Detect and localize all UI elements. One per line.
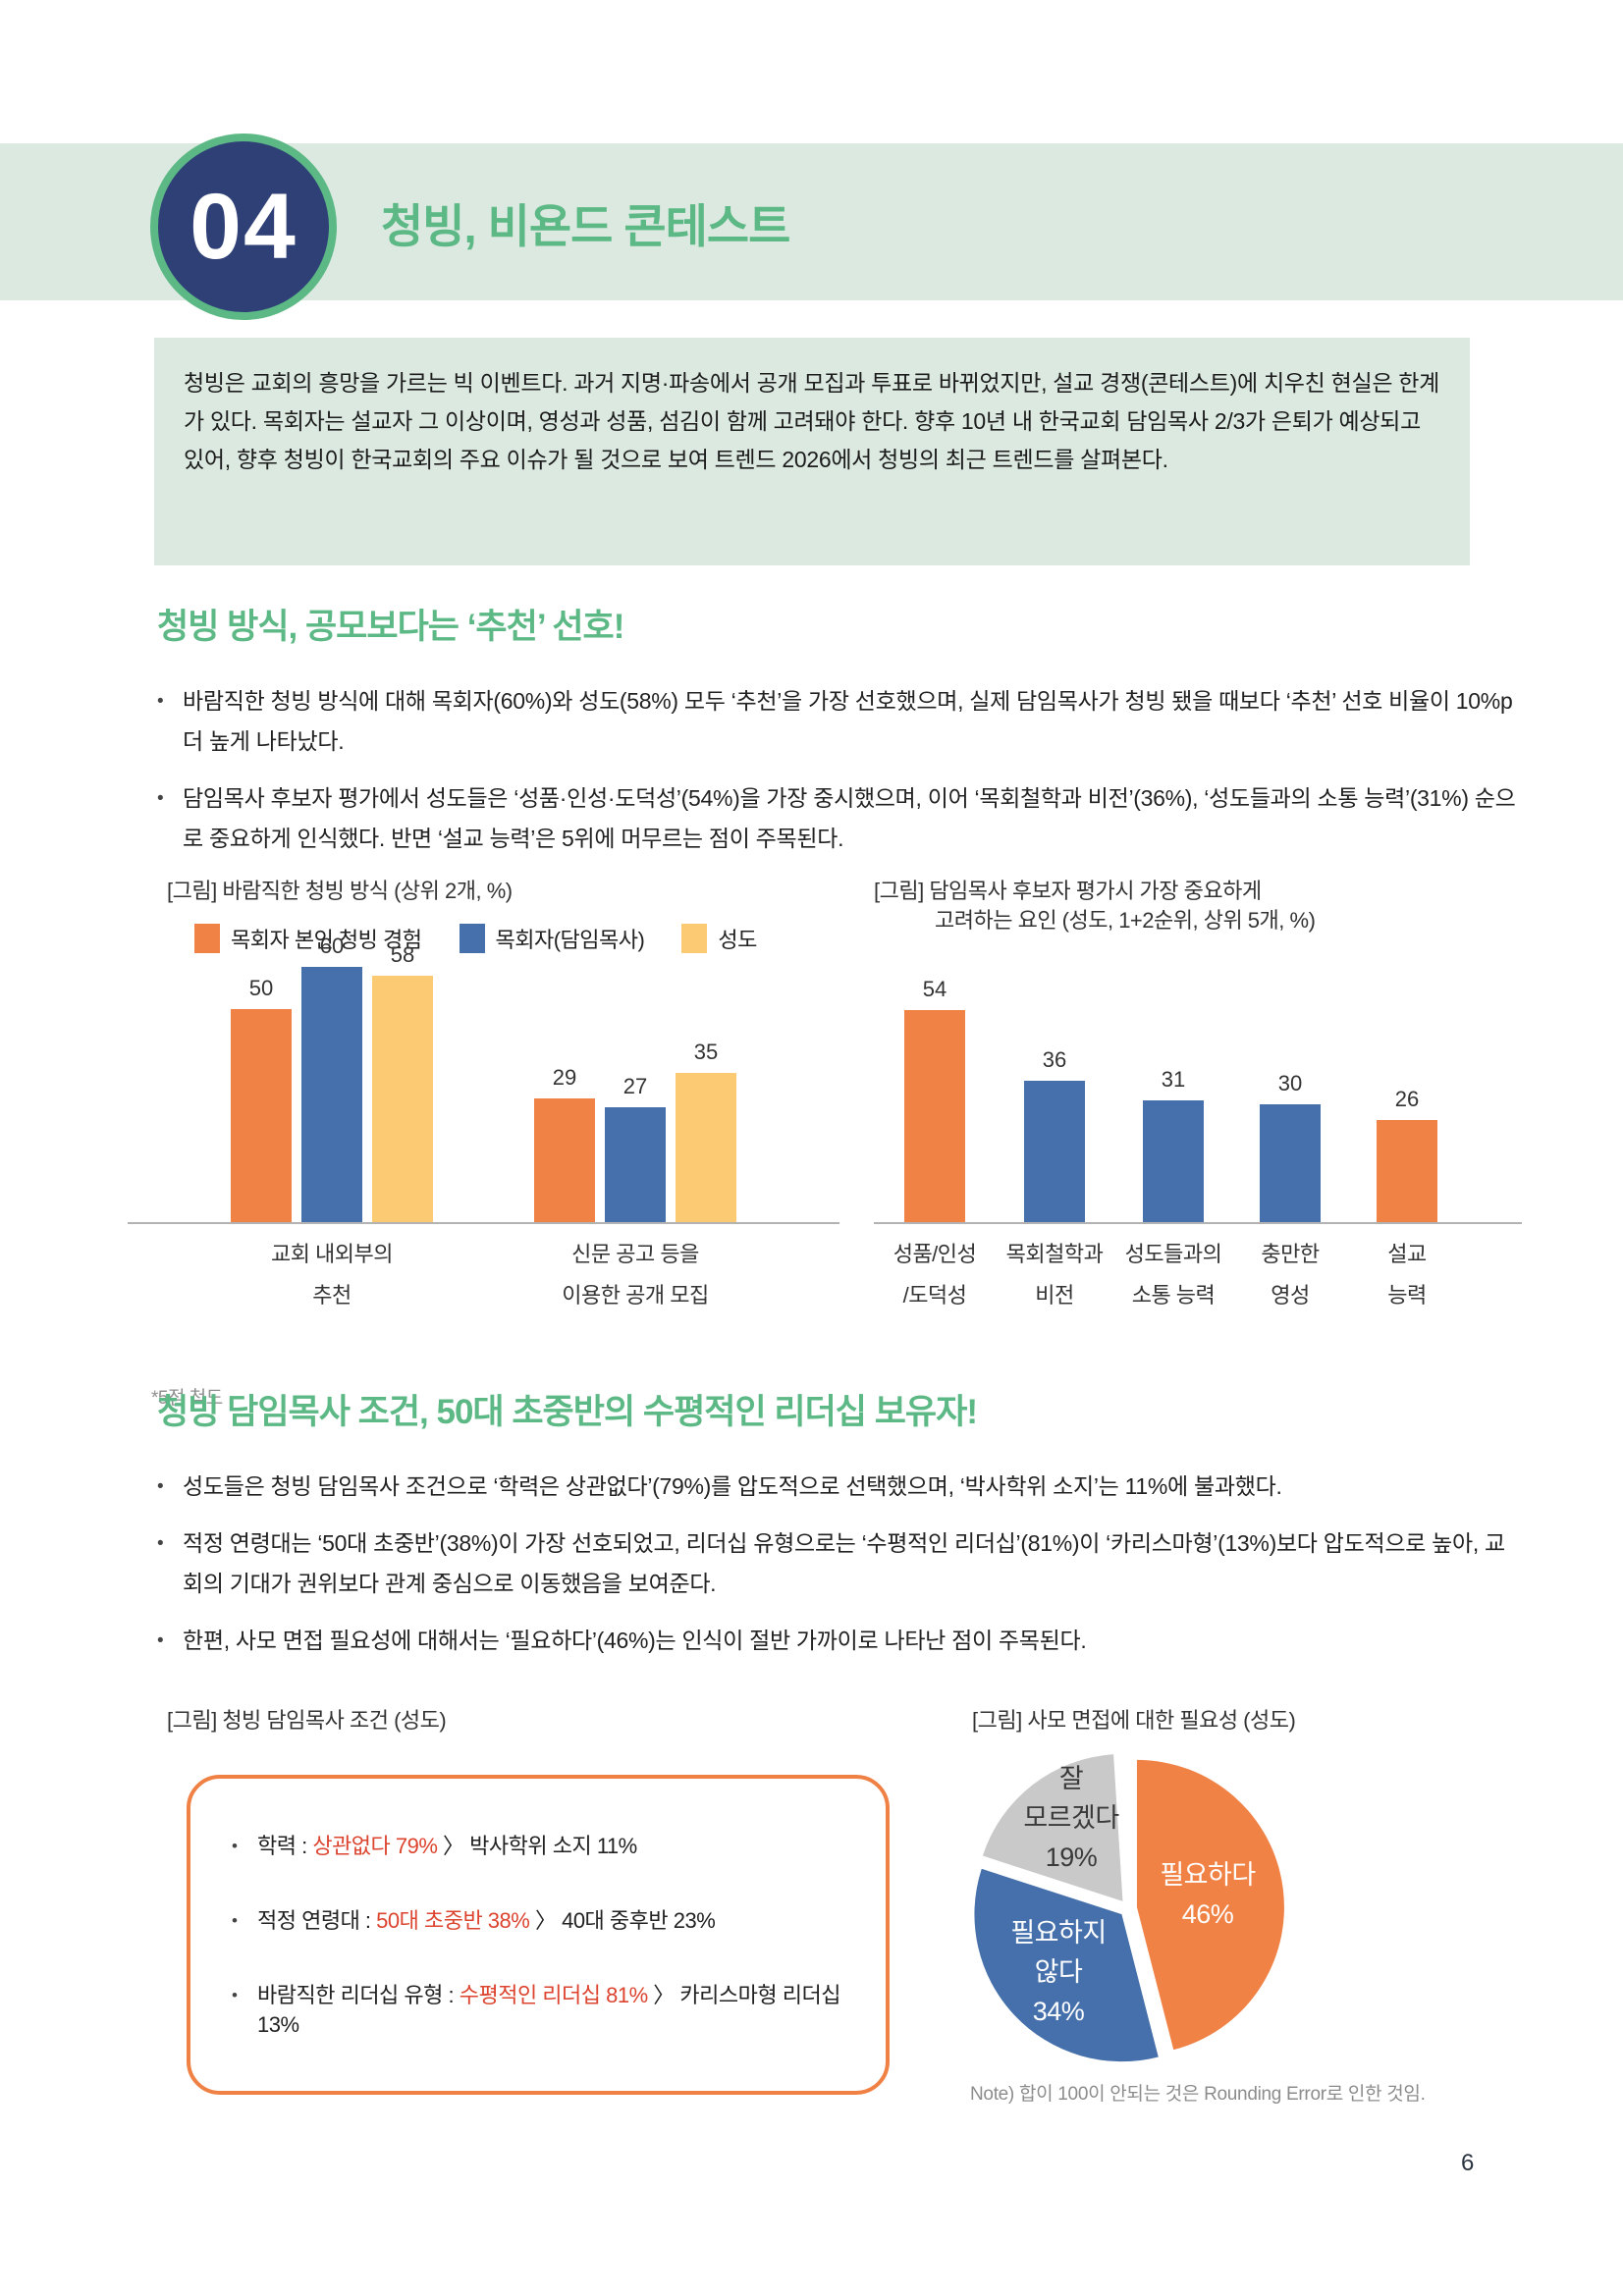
condition-suffix: 〉 40대 중후반 23%: [529, 1908, 716, 1933]
condition-suffix: 〉 박사학위 소지 11%: [437, 1834, 637, 1858]
bar: [1143, 1100, 1204, 1222]
intro-text: 청빙은 교회의 흥망을 가르는 빅 이벤트다. 과거 지명·파송에서 공개 모집…: [184, 370, 1440, 472]
intro-box: 청빙은 교회의 흥망을 가르는 빅 이벤트다. 과거 지명·파송에서 공개 모집…: [154, 338, 1470, 565]
legend-label: 성도: [718, 928, 757, 952]
condition-highlight: 상관없다 79%: [312, 1834, 438, 1858]
bar-value-label: 26: [1394, 1087, 1420, 1111]
condition-prefix: 적정 연령대 :: [257, 1908, 377, 1933]
figure1-footnote: *5점 척도: [151, 1388, 223, 1409]
section-number-badge: 04: [150, 133, 337, 320]
category-label: 성도들과의 소통 능력: [1124, 1242, 1222, 1308]
legend-swatch: [459, 924, 485, 953]
condition-highlight: 수평적인 리더십 81%: [459, 1983, 648, 2007]
legend-item: 목회자 본인 청빙 경험: [194, 923, 422, 954]
bar-value-label: 31: [1161, 1067, 1186, 1092]
legend-swatch: [681, 924, 708, 953]
bar-value-label: 54: [922, 977, 947, 1001]
figure2-bar-plot: 54 성품/인성/도덕성 36 목회철학과 비전 31 성도들과의 소통 능력 30 충만한 영성 2…: [874, 977, 1522, 1308]
conditions-list: 학력 : 상관없다 79% 〉 박사학위 소지 11% 적정 연령대 : 50대…: [190, 1779, 886, 2040]
figure3-caption: [그림] 청빙 담임목사 조건 (성도): [167, 1708, 447, 1733]
section2-bullets: 성도들은 청빙 담임목사 조건으로 ‘학력은 상관없다’(79%)를 압도적으로…: [157, 1467, 1520, 1678]
bar-value-label: 30: [1277, 1071, 1303, 1095]
figure-preferred-calling-method: [그림] 바람직한 청빙 방식 (상위 2개, %) 목회자 본인 청빙 경험 목…: [128, 877, 844, 1409]
condition-suffix: 〉 카리스마형 리더십 13%: [257, 1983, 840, 2037]
bullet-item: 한편, 사모 면접 필요성에 대해서는 ‘필요하다’(46%)는 인식이 절반 …: [157, 1621, 1520, 1661]
bar-value-label: 60: [319, 934, 345, 958]
section2-heading: 청빙 담임목사 조건, 50대 초중반의 수평적인 리더십 보유자!: [157, 1393, 978, 1431]
page-title: 청빙, 비욘드 콘테스트: [381, 199, 790, 252]
figure4-caption: [그림] 사모 면접에 대한 필요성 (성도): [972, 1708, 1296, 1733]
bar: [605, 1107, 666, 1222]
section1-heading: 청빙 방식, 공모보다는 ‘추천’ 선호!: [157, 608, 624, 646]
bar-value-label: 50: [248, 976, 274, 1000]
bullet-item: 담임목사 후보자 평가에서 성도들은 ‘성품·인성·도덕성’(54%)을 가장 …: [157, 778, 1520, 859]
page-number: 6: [1461, 2150, 1475, 2176]
bar: [1260, 1104, 1321, 1222]
legend-item: 성도: [681, 923, 757, 954]
pie-slice-1: [974, 1868, 1159, 2062]
pie-svg: [974, 1754, 1284, 2062]
figure2-caption: [그림] 담임목사 후보자 평가시 가장 중요하게 고려하는 요인 (성도, 1…: [874, 877, 1522, 935]
legend-label: 목회자(담임목사): [495, 928, 645, 952]
condition-highlight: 50대 초중반 38%: [376, 1908, 530, 1933]
pie-slice-label: 필요하지 않다 34%: [1010, 1918, 1107, 2026]
condition-prefix: 학력 :: [257, 1834, 313, 1858]
bar: [301, 967, 362, 1222]
condition-prefix: 바람직한 리더십 유형 :: [257, 1983, 460, 2007]
figure1-legend: 목회자 본인 청빙 경험 목회자(담임목사) 성도: [194, 923, 757, 954]
category-label: 목회철학과 비전: [1005, 1242, 1104, 1308]
bar: [676, 1073, 736, 1222]
legend-label: 목회자 본인 청빙 경험: [231, 928, 422, 952]
category-label: 교회 내외부의 추천: [270, 1242, 394, 1308]
bar-value-label: 58: [390, 942, 415, 967]
pie-slice-0: [1136, 1759, 1284, 2051]
legend-item: 목회자(담임목사): [459, 923, 645, 954]
pie-slice-label: 필요하다 46%: [1160, 1860, 1256, 1929]
condition-item: 학력 : 상관없다 79% 〉 박사학위 소지 11%: [232, 1832, 886, 1861]
conditions-box: 학력 : 상관없다 79% 〉 박사학위 소지 11% 적정 연령대 : 50대…: [187, 1775, 890, 2095]
legend-swatch: [194, 924, 220, 953]
bar-value-label: 35: [693, 1040, 719, 1064]
bullet-item: 성도들은 청빙 담임목사 조건으로 ‘학력은 상관없다’(79%)를 압도적으로…: [157, 1467, 1520, 1507]
bar-value-label: 36: [1042, 1047, 1067, 1072]
bar: [1024, 1081, 1085, 1222]
figure1-bar-plot: 50 29 60 27 58 35 교회 내외부의 추천 신문 공고 등을 이용한 공개 모집: [128, 934, 839, 1308]
bar: [1377, 1120, 1437, 1222]
figure4-note: Note) 합이 100이 안되는 것은 Rounding Error로 인한 …: [970, 2084, 1426, 2105]
figure1-caption: [그림] 바람직한 청빙 방식 (상위 2개, %): [167, 879, 513, 903]
figure2-caption-line1: [그림] 담임목사 후보자 평가시 가장 중요하게: [874, 879, 1262, 903]
section1-bullets: 바람직한 청빙 방식에 대해 목회자(60%)와 성도(58%) 모두 ‘추천’…: [157, 681, 1520, 876]
bar-value-label: 29: [552, 1065, 577, 1090]
bar-value-label: 27: [622, 1074, 648, 1098]
bar: [231, 1009, 292, 1222]
bar: [534, 1098, 595, 1222]
figure4-pie-chart: 필요하다 46% 필요하지 않다 34% 잘 모르겠다 19%: [967, 1739, 1301, 2078]
bullet-item: 바람직한 청빙 방식에 대해 목회자(60%)와 성도(58%) 모두 ‘추천’…: [157, 681, 1520, 762]
figure2-caption-line2: 고려하는 요인 (성도, 1+2순위, 상위 5개, %): [935, 908, 1316, 933]
bar: [372, 976, 433, 1222]
category-label: 신문 공고 등을 이용한 공개 모집: [562, 1242, 709, 1308]
category-label: 설교 능력: [1387, 1242, 1427, 1308]
bullet-item: 적정 연령대는 ‘50대 초중반’(38%)이 가장 선호되었고, 리더십 유형…: [157, 1523, 1520, 1604]
category-label: 충만한 영성: [1261, 1242, 1320, 1308]
bar: [904, 1010, 965, 1222]
pie-slice-2: [982, 1754, 1123, 1901]
condition-item: 적정 연령대 : 50대 초중반 38% 〉 40대 중후반 23%: [232, 1906, 886, 1936]
pie-slice-label: 잘 모르겠다 19%: [1023, 1764, 1119, 1872]
condition-item: 바람직한 리더십 유형 : 수평적인 리더십 81% 〉 카리스마형 리더십 1…: [232, 1981, 886, 2040]
category-label: 성품/인성/도덕성: [893, 1242, 977, 1308]
figure-evaluation-factors: [그림] 담임목사 후보자 평가시 가장 중요하게 고려하는 요인 (성도, 1…: [874, 877, 1522, 1308]
section-number: 04: [189, 174, 298, 279]
